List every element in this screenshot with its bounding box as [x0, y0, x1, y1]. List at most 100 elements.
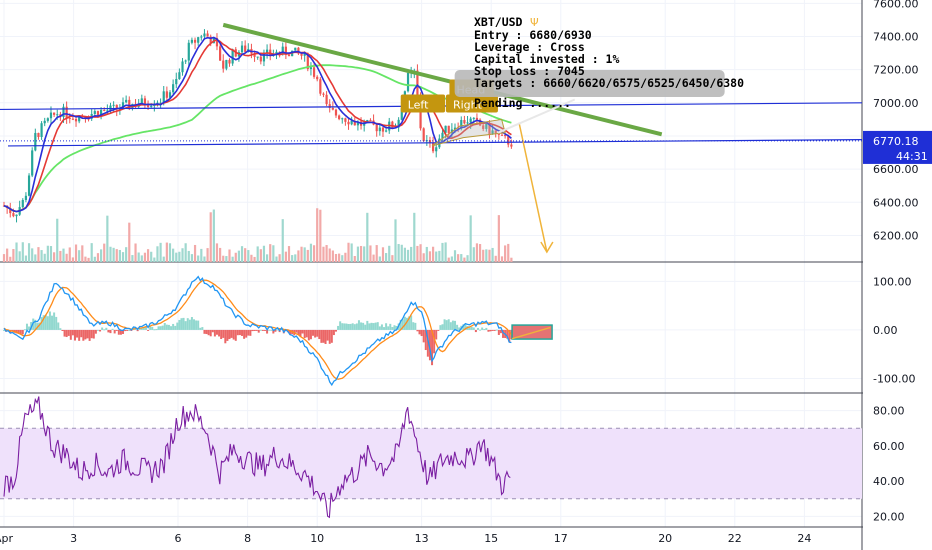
macd-histogram-bar	[439, 325, 442, 330]
macd-histogram-bar	[140, 328, 143, 330]
macd-histogram-bar	[259, 329, 262, 331]
volume-bar	[46, 245, 49, 262]
candle-body	[507, 136, 510, 145]
volume-bar	[372, 254, 375, 262]
candle-body	[281, 46, 284, 54]
volume-bar	[406, 249, 410, 262]
candle-body	[356, 121, 360, 126]
volume-bar	[6, 248, 9, 262]
macd-histogram-bar	[424, 329, 427, 351]
macd-histogram-bar	[401, 319, 404, 330]
candle-body	[469, 118, 472, 123]
macd-histogram-bar	[21, 329, 24, 335]
macd-histogram-bar	[232, 329, 235, 340]
macd-histogram-bar	[199, 327, 202, 330]
volume-bar	[378, 256, 381, 262]
macd-histogram-bar	[207, 329, 210, 336]
volume-bar	[431, 246, 435, 262]
candle-body	[472, 117, 475, 119]
candle-body	[99, 110, 103, 117]
rsi-tick-label: 60.00	[873, 440, 905, 453]
macd-histogram-bar	[420, 329, 423, 337]
macd-histogram-bar	[347, 323, 350, 330]
volume-bar	[491, 247, 494, 262]
macd-histogram-bar	[147, 329, 150, 331]
candle-body	[209, 36, 212, 44]
volume-bar	[56, 218, 59, 262]
macd-tick-label: 0.00	[873, 324, 898, 337]
time-tick-label: 3	[70, 532, 77, 545]
macd-histogram-bar	[69, 329, 72, 340]
volume-bar	[497, 215, 500, 262]
volume-bar	[507, 243, 510, 262]
pattern-label-right: Right	[453, 98, 483, 111]
candle-body	[347, 121, 350, 125]
candle-body	[231, 49, 234, 64]
macd-histogram-bar	[105, 327, 108, 330]
macd-histogram-bar	[245, 329, 248, 338]
macd-histogram-bar	[474, 329, 477, 333]
candle-body	[43, 120, 46, 124]
macd-histogram-bar	[249, 329, 252, 336]
volume-bar	[193, 244, 197, 262]
candle-body	[435, 147, 438, 152]
macd-histogram-bar	[366, 320, 369, 330]
price-tick-label: 6600.00	[873, 163, 919, 176]
volume-bar	[219, 247, 222, 262]
volume-bar	[115, 249, 118, 262]
volume-bar	[206, 248, 209, 262]
candle-body	[331, 107, 334, 110]
macd-histogram-bar	[395, 325, 398, 330]
volume-bar	[222, 255, 225, 262]
macd-histogram-bar	[115, 329, 118, 331]
volume-bar	[259, 249, 262, 262]
macd-histogram-bar	[82, 329, 85, 341]
candle-body	[34, 132, 37, 151]
candle-body	[316, 76, 319, 80]
macd-histogram-bar	[109, 329, 112, 334]
macd-histogram-bar	[357, 320, 360, 330]
candle-body	[193, 39, 197, 43]
volume-bar	[231, 256, 234, 262]
volume-bar	[388, 245, 391, 262]
volume-bar	[146, 249, 150, 262]
volume-bar	[106, 215, 109, 262]
macd-histogram-bar	[40, 317, 43, 330]
volume-bar	[381, 247, 385, 262]
volume-bar	[328, 248, 331, 262]
macd-histogram-bar	[433, 329, 436, 354]
macd-histogram-bar	[228, 329, 231, 340]
macd-histogram-bar	[295, 329, 298, 333]
volume-bar	[319, 209, 322, 262]
pattern-label-right-bg	[445, 94, 498, 113]
macd-histogram-bar	[499, 329, 502, 334]
volume-bar	[447, 257, 450, 262]
macd-histogram-bar	[201, 327, 204, 330]
macd-histogram-bar	[470, 326, 473, 330]
macd-histogram-bar	[495, 329, 498, 331]
volume-bar	[413, 212, 416, 262]
volume-bar	[369, 245, 372, 262]
macd-histogram-bar	[266, 329, 269, 334]
descending-trendline	[222, 22, 663, 137]
macd-signal-line	[3, 279, 512, 380]
pointer-line	[497, 98, 576, 134]
macd-histogram-bar	[443, 319, 446, 330]
volume-bar	[510, 257, 513, 262]
macd-histogram-bar	[161, 325, 164, 330]
macd-histogram-bar	[280, 329, 283, 331]
candle-body	[457, 127, 460, 129]
macd-histogram-bar	[151, 326, 154, 330]
time-tick-label: 24	[797, 532, 811, 545]
candle-body	[309, 67, 313, 70]
candle-body	[37, 132, 40, 138]
volume-bar	[472, 247, 475, 262]
macd-histogram-bar	[303, 329, 306, 339]
macd-histogram-bar	[182, 317, 185, 330]
macd-histogram-bar	[94, 329, 97, 334]
rsi-tick-label: 40.00	[873, 475, 905, 488]
macd-histogram-bar	[289, 329, 292, 335]
candle-body	[369, 119, 372, 121]
candle-body	[488, 123, 491, 135]
